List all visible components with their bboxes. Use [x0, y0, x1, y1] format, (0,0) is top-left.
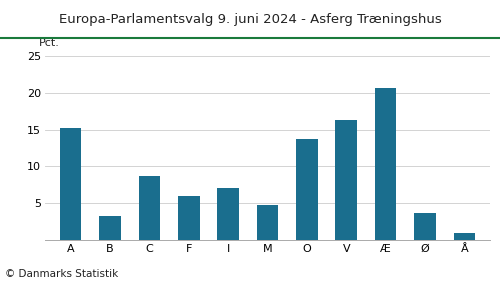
Bar [138, 176, 160, 240]
Bar [256, 204, 278, 240]
Bar [336, 120, 357, 240]
Bar [178, 196, 200, 240]
Text: Europa-Parlamentsvalg 9. juni 2024 - Asferg Træningshus: Europa-Parlamentsvalg 9. juni 2024 - Asf… [58, 13, 442, 26]
Bar [454, 233, 475, 240]
Bar [375, 88, 396, 240]
Bar [296, 138, 318, 240]
Bar [414, 213, 436, 240]
Text: Pct.: Pct. [39, 38, 60, 48]
Bar [218, 188, 239, 240]
Bar [99, 216, 121, 240]
Text: © Danmarks Statistik: © Danmarks Statistik [5, 269, 118, 279]
Bar [60, 127, 82, 240]
